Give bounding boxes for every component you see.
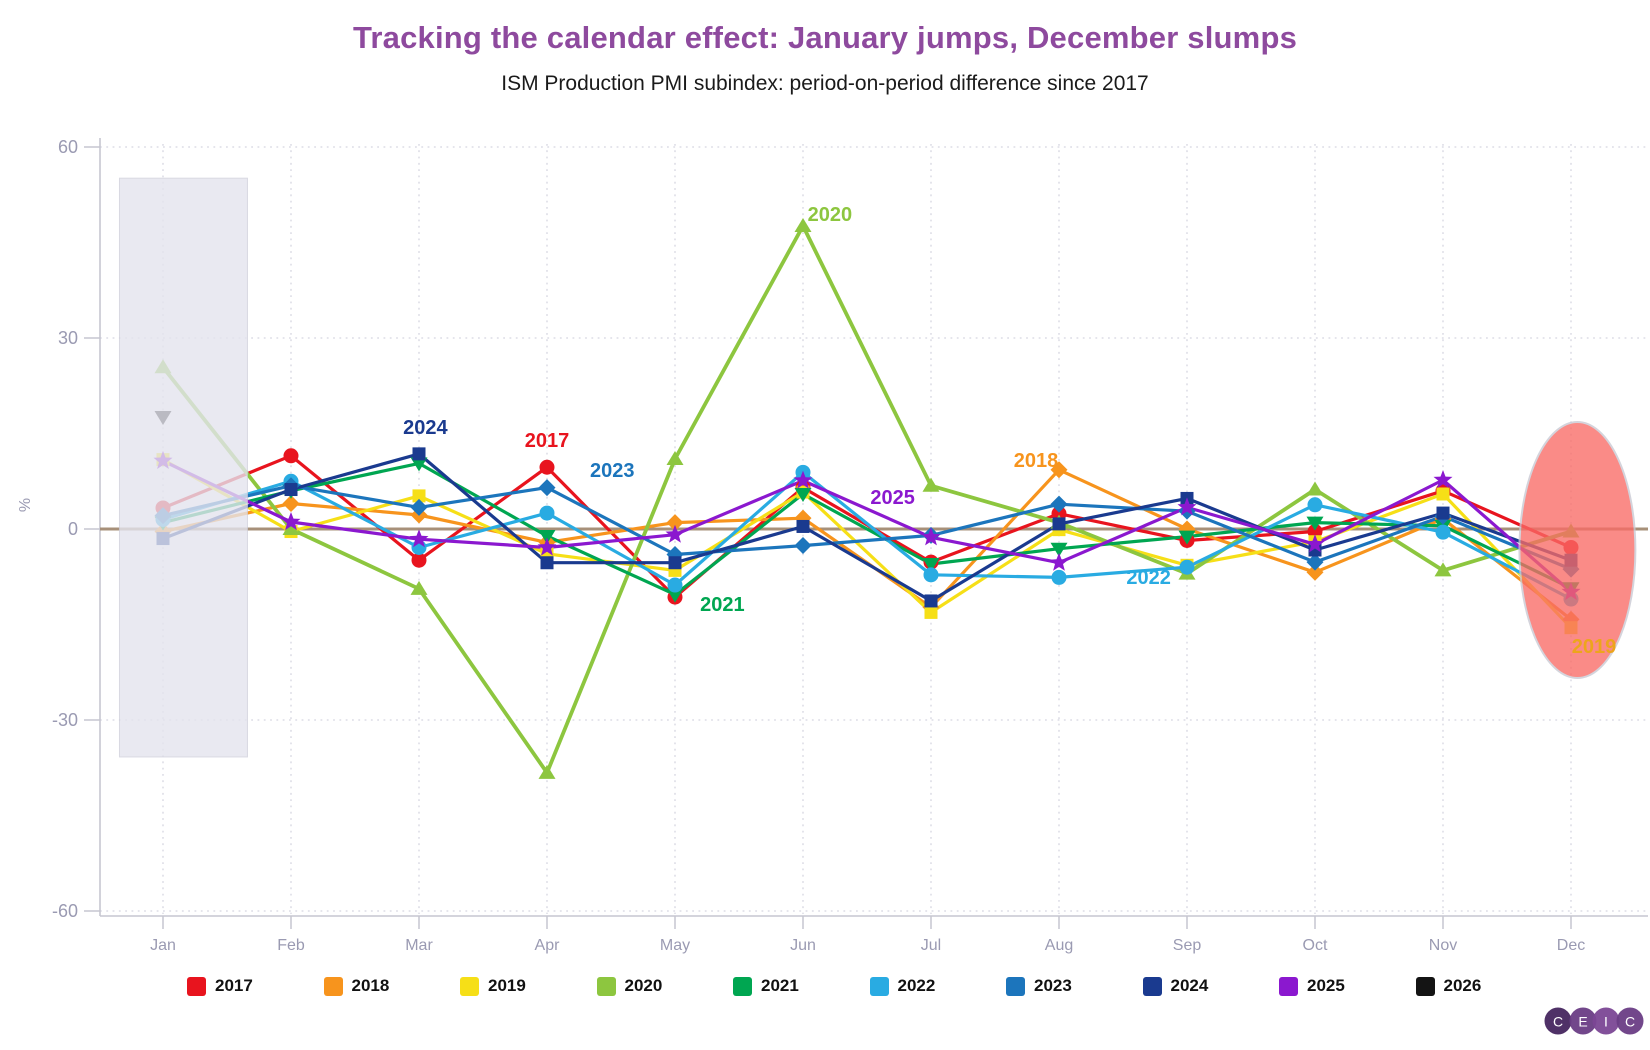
annotation-2021: 2021: [700, 594, 745, 616]
annotation-2019: 2019: [1572, 636, 1617, 658]
legend-label: 2019: [488, 976, 526, 995]
series-line-2023: [161, 484, 1573, 571]
legend-label: 2021: [761, 976, 799, 995]
y-tick-label: 0: [68, 519, 78, 539]
logo-letter: C: [1553, 1014, 1563, 1030]
x-tick-label: Dec: [1557, 937, 1585, 954]
y-tick-label: -60: [52, 901, 78, 921]
legend-swatch-2021: [733, 976, 752, 996]
annotation-2023: 2023: [590, 460, 635, 482]
logo-letter: I: [1604, 1014, 1608, 1030]
legend-swatch-2017: [187, 976, 206, 996]
december-highlight: [1518, 421, 1637, 679]
annotation-2020: 2020: [808, 204, 853, 226]
x-tick-label: Jan: [150, 937, 176, 954]
legend-label: 2017: [215, 976, 253, 995]
legend-swatch-2019: [460, 976, 479, 996]
legend-item-2025: 2025: [1279, 976, 1345, 996]
x-tick-label: Jun: [790, 937, 816, 954]
logo-circle: [1569, 1007, 1597, 1035]
series-line-2025: [161, 459, 1573, 594]
legend-swatch-2026: [1415, 976, 1435, 996]
legend-label: 2026: [1443, 976, 1482, 995]
legend-item-2026: 2026: [1415, 976, 1482, 996]
axes: 60 30 0 -30 -60 Jan Feb Mar Apr May Jun Jul Aug Sep Oc…: [17, 137, 1648, 954]
y-axis-label: %: [17, 498, 34, 512]
legend-item-2024: 2024: [1142, 976, 1209, 996]
x-tick-label: Sep: [1173, 937, 1202, 954]
legend-item-2019: 2019: [460, 976, 526, 996]
chart-legend: 2017 2018 2019 2020 2021 2022 2023 2024 2025 2026: [0, 976, 1650, 1006]
legend-swatch-2023: [1006, 976, 1025, 996]
january-highlight: [118, 177, 248, 758]
x-tick-label: Mar: [405, 937, 433, 954]
annotation-2022: 2022: [1126, 567, 1171, 589]
annotation-2017: 2017: [525, 430, 570, 452]
x-tick-label: Nov: [1429, 937, 1457, 954]
logo-circle: [1592, 1007, 1620, 1035]
legend-label: 2020: [624, 976, 663, 995]
legend-item-2022: 2022: [869, 976, 936, 996]
logo-letter: C: [1625, 1014, 1635, 1030]
annotation-2024: 2024: [403, 417, 448, 439]
legend-label: 2022: [897, 976, 936, 995]
y-tick-label: 60: [58, 137, 78, 157]
logo-letter: E: [1578, 1014, 1587, 1030]
logo-circle: [1616, 1007, 1644, 1035]
logo-circle: [1544, 1007, 1572, 1035]
legend-item-2017: 2017: [187, 976, 253, 996]
annotation-2018: 2018: [1014, 450, 1059, 472]
legend-label: 2018: [351, 976, 390, 995]
x-tick-label: Feb: [277, 937, 305, 954]
legend-label: 2023: [1034, 976, 1072, 995]
legend-item-2020: 2020: [596, 976, 663, 996]
legend-label: 2024: [1170, 976, 1209, 995]
series-annotations: 2024 2017 2023 2021 2020 2025 2018 2022 2019: [403, 204, 1616, 658]
legend-swatch-2025: [1279, 976, 1298, 996]
series-line-2020: [161, 224, 1573, 775]
x-tick-label: Jul: [921, 937, 941, 954]
legend-label: 2025: [1307, 976, 1345, 995]
chart-subtitle: ISM Production PMI subindex: period-on-p…: [501, 72, 1149, 95]
page-title: Tracking the calendar effect: January ju…: [352, 20, 1298, 55]
legend-swatch-2018: [323, 976, 343, 996]
x-tick-label: May: [660, 937, 690, 954]
legend-swatch-2022: [869, 976, 889, 996]
x-tick-label: Aug: [1045, 937, 1073, 954]
legend-swatch-2020: [596, 976, 616, 996]
y-tick-label: 30: [58, 328, 78, 348]
legend-item-2023: 2023: [1006, 976, 1072, 996]
x-tick-label: Apr: [535, 937, 561, 954]
series-line-2024: [161, 452, 1573, 603]
y-tick-label: -30: [52, 710, 78, 730]
x-tick-label: Oct: [1303, 937, 1328, 954]
legend-swatch-2024: [1142, 976, 1162, 996]
legend-item-2021: 2021: [733, 976, 799, 996]
series-line-2019: [161, 458, 1573, 630]
series-line-2021: [161, 461, 1573, 597]
series-lines: [161, 224, 1573, 775]
legend-item-2018: 2018: [323, 976, 390, 996]
annotation-2025: 2025: [870, 487, 915, 509]
